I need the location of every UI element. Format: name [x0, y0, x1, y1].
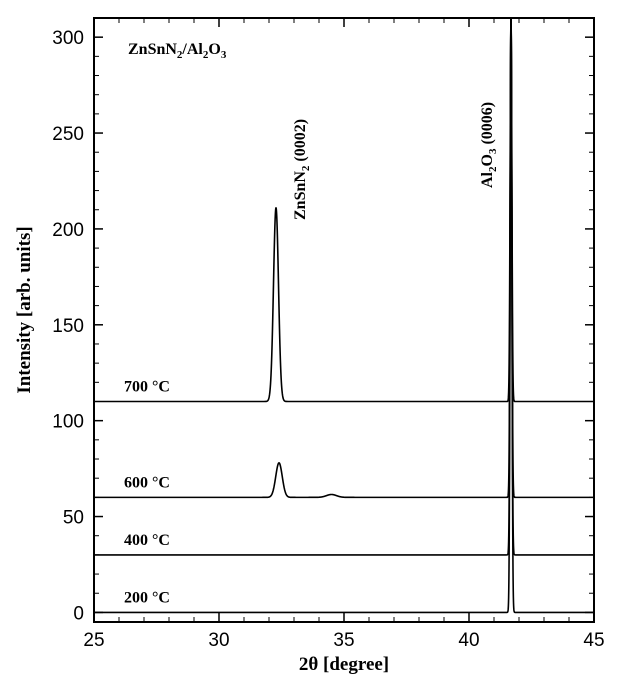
y-tick-label: 200	[52, 220, 84, 241]
sample-annotation: ZnSnN2/Al2O3	[128, 41, 227, 61]
x-axis-ticks: 25 30 35 40 45	[83, 18, 605, 651]
y-tick-label: 0	[73, 603, 84, 624]
series-label: 400 °C	[124, 532, 170, 549]
y-tick-label: 100	[52, 412, 84, 433]
series-line	[93, 17, 595, 614]
series-line	[93, 17, 595, 499]
series-labels: 200 °C 400 °C 600 °C 700 °C	[124, 378, 170, 606]
y-axis-ticks: 0 50 100 150 200 250 300	[52, 28, 594, 624]
series-label: 200 °C	[124, 589, 170, 606]
y-tick-label: 150	[52, 316, 84, 337]
y-tick-label: 50	[63, 508, 84, 529]
x-tick-label: 40	[458, 630, 479, 651]
x-tick-label: 35	[333, 630, 354, 651]
x-axis-title: 2θ [degree]	[299, 654, 389, 675]
y-tick-label: 250	[52, 124, 84, 145]
x-tick-label: 25	[83, 630, 104, 651]
x-tick-label: 45	[583, 630, 604, 651]
znsnn2-peak-annotation: ZnSnN2 (0002)	[292, 119, 312, 220]
series-curves	[93, 17, 595, 614]
series-line	[93, 17, 595, 403]
series-label: 700 °C	[124, 378, 170, 395]
y-axis-title: Intensity [arb. units]	[14, 226, 35, 393]
series-label: 600 °C	[124, 474, 170, 491]
x-tick-label: 30	[208, 630, 229, 651]
al2o3-peak-annotation: Al2O3 (0006)	[479, 102, 499, 188]
y-tick-label: 300	[52, 28, 84, 49]
